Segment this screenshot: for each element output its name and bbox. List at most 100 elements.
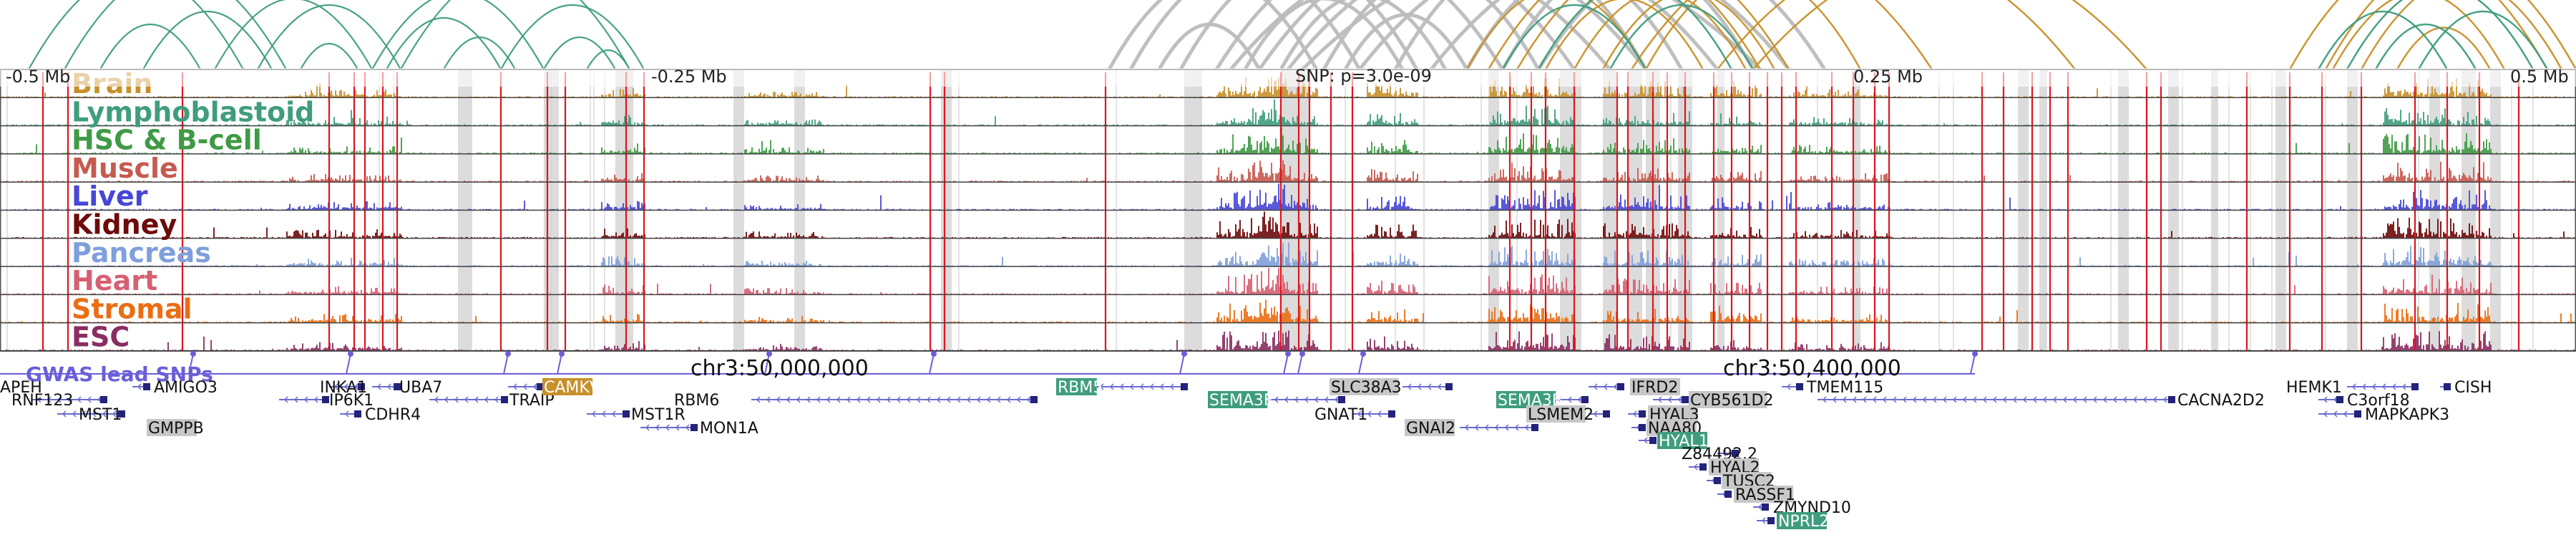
- strand-arrow: [1357, 410, 1362, 418]
- strand-arrow: [1832, 396, 1837, 403]
- interaction-arc: [1487, 0, 1762, 70]
- interaction-arc: [64, 0, 287, 70]
- strand-arrow: [796, 396, 801, 403]
- gwas-snp-point: [190, 351, 196, 357]
- strand-arrow: [333, 383, 338, 390]
- strand-arrow: [434, 396, 439, 403]
- exon-block: [1603, 410, 1610, 418]
- strand-arrow: [856, 396, 861, 403]
- gene-highlight: [1330, 378, 1399, 395]
- strand-arrow: [2333, 396, 2338, 403]
- gene-label: INKA1: [320, 379, 367, 397]
- strand-arrow: [1902, 396, 1907, 403]
- exon-block: [322, 396, 329, 403]
- exon-block: [2336, 396, 2343, 403]
- signal-track-hsc-b-cell: [0, 127, 2576, 154]
- interaction-arc: [142, 10, 273, 70]
- signal-track-pancreas: [0, 242, 2576, 267]
- exon-block: [691, 424, 698, 431]
- strand-arrow: [1693, 463, 1698, 471]
- strand-arrow: [1882, 396, 1887, 403]
- gene-label: C3orf18: [2347, 392, 2410, 410]
- strand-arrow: [1026, 396, 1031, 403]
- strand-arrow: [1377, 410, 1382, 418]
- gene-highlight: [1056, 378, 1097, 395]
- track-label: Lymphoblastoid: [72, 96, 314, 127]
- strand-arrow: [522, 383, 527, 390]
- gene-highlight: [1657, 432, 1707, 449]
- interaction-arc: [500, 4, 645, 70]
- strand-arrow: [2042, 396, 2047, 403]
- strand-arrow: [1324, 396, 1329, 403]
- gwas-stem: [929, 353, 935, 375]
- gene-label: CAMKV: [544, 379, 600, 397]
- strand-arrow: [996, 396, 1001, 403]
- interaction-arc: [1601, 0, 1776, 70]
- exon-block: [1796, 383, 1803, 390]
- strand-arrow: [1119, 383, 1124, 390]
- strand-arrow: [2361, 383, 2366, 390]
- strand-arrow: [2052, 396, 2057, 403]
- exon-block: [623, 410, 630, 418]
- exon-block: [1338, 396, 1345, 403]
- gwas-stem: [188, 353, 194, 375]
- gwas-stem: [1358, 353, 1364, 375]
- strand-arrow: [976, 396, 981, 403]
- signal-track-muscle: [0, 160, 2576, 183]
- strand-arrow: [1952, 396, 1957, 403]
- exon-block: [1732, 450, 1739, 457]
- strand-arrow: [816, 396, 821, 403]
- interaction-arc: [1430, 0, 1790, 71]
- strand-arrow: [601, 410, 606, 418]
- strand-arrow: [956, 396, 961, 403]
- strand-arrow: [2082, 396, 2087, 403]
- interaction-arc: [1544, 0, 1704, 70]
- interaction-arc: [2374, 23, 2477, 70]
- strand-arrow: [2002, 396, 2007, 403]
- interaction-arc: [1257, 0, 1576, 71]
- strand-arrow: [82, 410, 87, 418]
- gene-highlight: [1208, 391, 1268, 408]
- track-label: Stromal: [72, 293, 192, 324]
- strand-arrow: [1912, 396, 1917, 403]
- gene-label: IFRD2: [1631, 379, 1678, 397]
- exon-block: [394, 383, 401, 390]
- strand-arrow: [1149, 383, 1154, 390]
- strand-arrow: [876, 396, 881, 403]
- gwas-snp-point: [1285, 351, 1291, 357]
- exon-block: [501, 396, 508, 403]
- interaction-arc: [1287, 0, 1647, 71]
- exon-block: [2411, 383, 2419, 390]
- strand-arrow: [386, 383, 391, 390]
- exon-block: [1639, 424, 1646, 431]
- interaction-arc: [1107, 0, 1319, 71]
- strand-arrow: [102, 410, 107, 418]
- signal-area: [0, 127, 2576, 154]
- interaction-arc: [1279, 0, 1448, 71]
- strand-arrow: [112, 410, 117, 418]
- strand-arrow: [1437, 383, 1442, 390]
- interaction-arc: [1537, 0, 1733, 70]
- gene-highlight: [1689, 391, 1767, 408]
- strand-arrow: [1982, 396, 1987, 403]
- gene-label: HYAL1: [1659, 433, 1709, 450]
- strand-arrow: [2132, 396, 2137, 403]
- strand-arrow: [2122, 396, 2127, 403]
- strand-arrow: [2401, 383, 2406, 390]
- gene-label: MST1: [79, 406, 122, 424]
- exon-block: [1682, 396, 1689, 403]
- strand-arrow: [1657, 396, 1662, 403]
- strand-arrow: [2012, 396, 2017, 403]
- gene-highlight: [1777, 512, 1827, 529]
- gene-label: CISH: [2454, 379, 2492, 397]
- exon-block: [2444, 383, 2451, 390]
- strand-arrow: [2323, 410, 2328, 418]
- track-label: Liver: [72, 180, 148, 212]
- strand-arrow: [946, 396, 951, 403]
- interaction-arc: [300, 42, 358, 70]
- strand-arrow: [77, 396, 82, 403]
- gene-label: SEMA3F: [1209, 392, 1273, 410]
- strand-arrow: [926, 396, 931, 403]
- strand-arrow: [353, 383, 358, 390]
- strand-arrow: [92, 410, 97, 418]
